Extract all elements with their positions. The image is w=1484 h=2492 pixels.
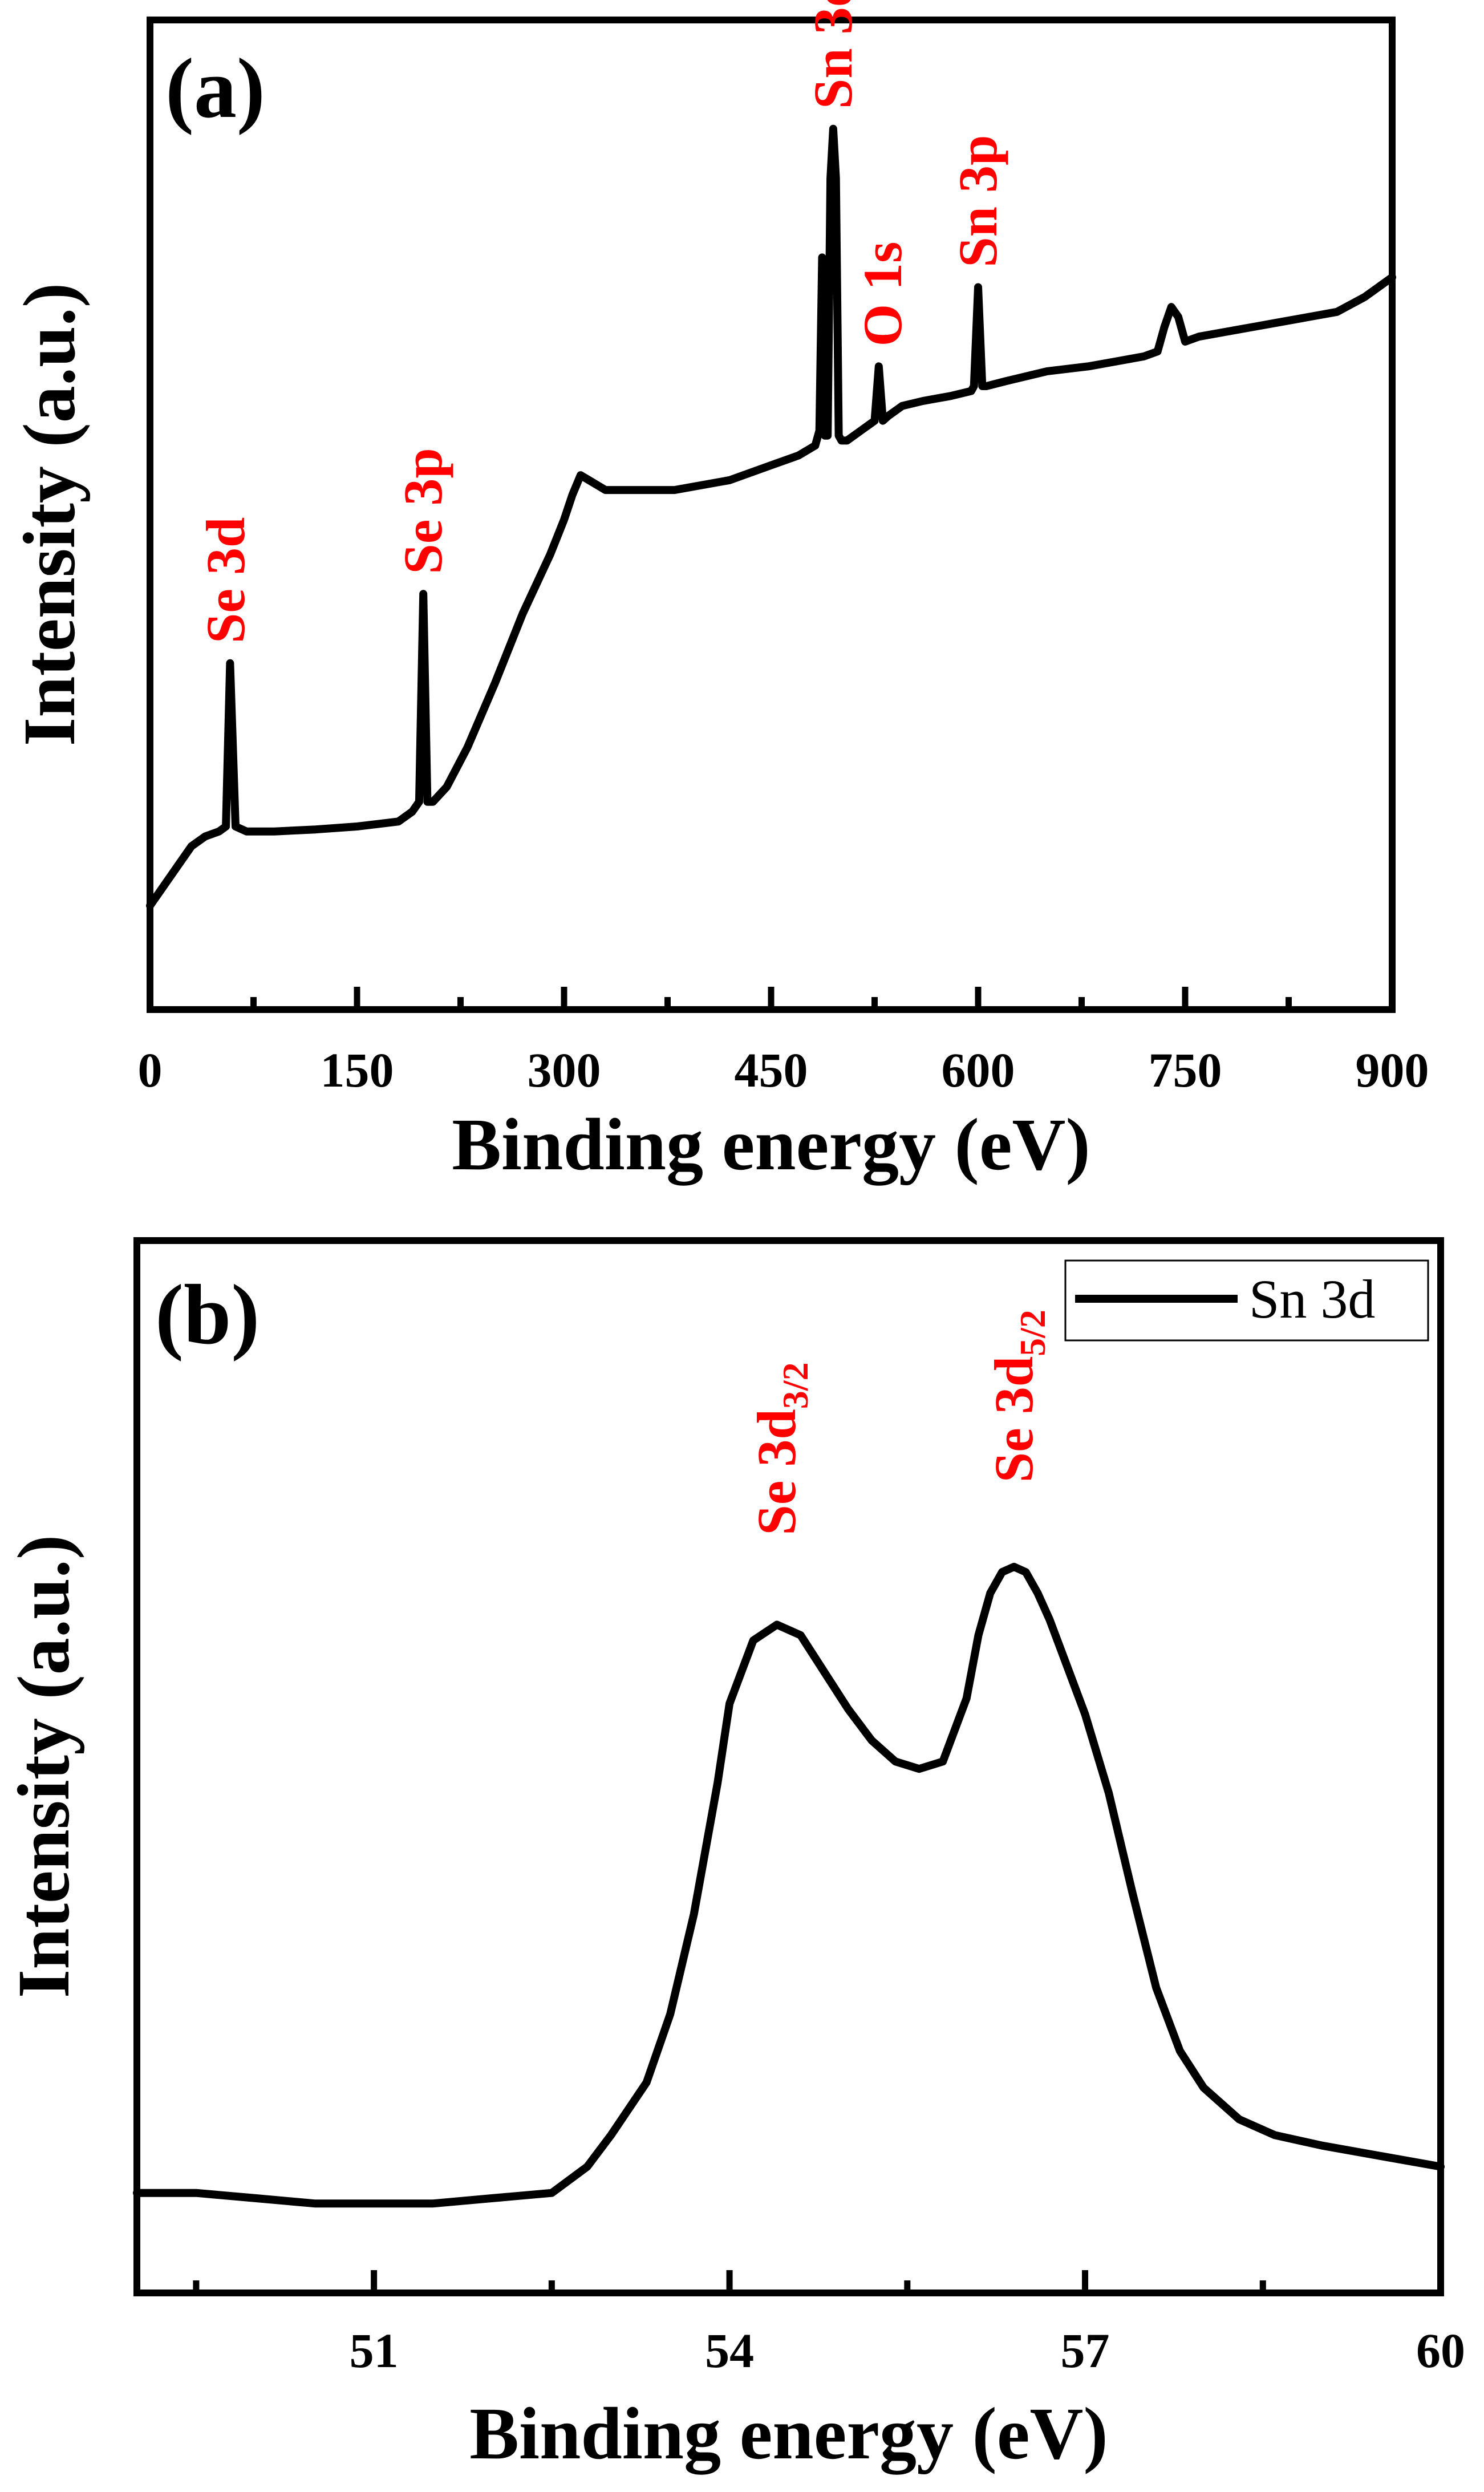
x-tick-label-57: 57 (1061, 2323, 1110, 2378)
panel-a-plot-frame (147, 17, 1396, 1013)
panel-b-sn3d-spectrum: 51 54 57 60 Se 3d3/2 Se 3d5/2 (b) Sn 3d Bind… (3, 1237, 1465, 2475)
x-tick-label-900: 900 (1356, 1043, 1429, 1097)
x-tick-label-54: 54 (705, 2323, 754, 2378)
panel-a-y-axis-title: Intensity (a.u.) (9, 283, 91, 747)
panel-a-x-axis-title: Binding energy (eV) (452, 1104, 1090, 1186)
x-tick-label-0: 0 (138, 1043, 163, 1097)
peak-label-sn-3p: Sn 3p (947, 135, 1008, 268)
x-tick-label-60: 60 (1416, 2323, 1465, 2378)
x-tick-label-300: 300 (528, 1043, 601, 1097)
panel-a-peak-labels: Se 3d Se 3p Sn 3d O 1s Sn 3p (195, 0, 1008, 643)
x-tick-label-450: 450 (735, 1043, 808, 1097)
panel-b-peak-labels: Se 3d3/2 Se 3d5/2 (746, 1310, 1053, 1535)
legend-entry-sn3d: Sn 3d (1249, 1269, 1375, 1330)
panel-b-x-axis-title: Binding energy (eV) (469, 2393, 1108, 2475)
panel-b-plot-frame (133, 1237, 1444, 2296)
x-tick-label-150: 150 (321, 1043, 394, 1097)
panel-b-x-tick-labels: 51 54 57 60 (350, 2323, 1465, 2378)
panel-b-series-line (133, 1562, 1445, 2208)
panel-a-x-ticks (147, 987, 1396, 1010)
panel-a-series-line (146, 124, 1396, 910)
x-tick-label-750: 750 (1149, 1043, 1222, 1097)
x-tick-label-51: 51 (350, 2323, 399, 2378)
panel-b-y-axis-title: Intensity (a.u.) (3, 1535, 85, 1999)
peak-label-se-3d-3-2: Se 3d3/2 (746, 1362, 816, 1535)
x-tick-label-600: 600 (942, 1043, 1015, 1097)
panel-b-legend: Sn 3d (1064, 1259, 1429, 1342)
peak-label-sn-3d: Sn 3d (802, 0, 863, 109)
peak-label-se-3p: Se 3p (392, 448, 453, 574)
panel-b-label: (b) (155, 1267, 260, 1362)
panel-a-label: (a) (165, 41, 265, 136)
panel-a-x-tick-labels: 0 150 300 450 600 750 900 (138, 1043, 1429, 1097)
peak-label-se-3d-5-2: Se 3d5/2 (983, 1310, 1053, 1482)
peak-label-o-1s: O 1s (852, 241, 913, 346)
panel-b-x-ticks (193, 2270, 1444, 2293)
peak-label-se-3d: Se 3d (195, 517, 256, 643)
